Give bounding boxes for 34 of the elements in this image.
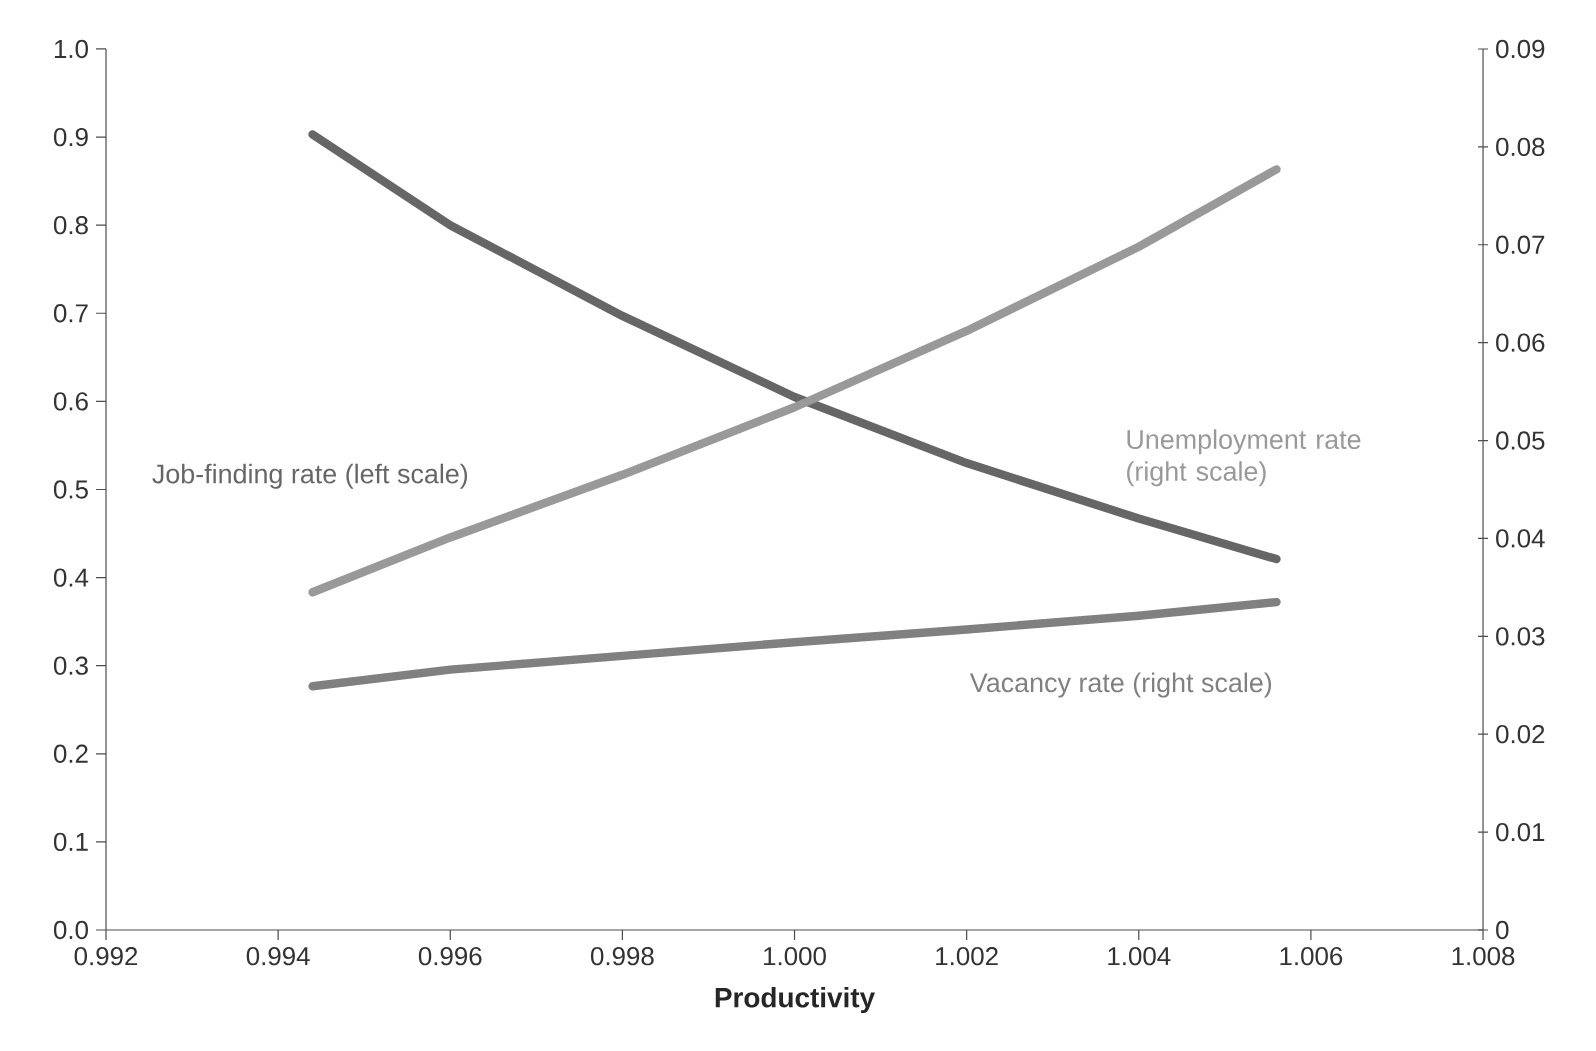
x-tick-label: 1.002 (936, 947, 998, 966)
x-tick-label: 0.996 (418, 947, 482, 966)
y-tick-label: 0.3 (53, 656, 88, 675)
x-axis-title: Productivity (715, 987, 875, 1014)
x-tick-label: 0.998 (590, 947, 654, 966)
y2-tick-label: 0.07 (1496, 235, 1545, 254)
x-tick-label: 0.994 (246, 947, 310, 966)
y-tick-label: 0.5 (53, 480, 88, 499)
x-tick-label: 1.006 (1280, 947, 1343, 966)
y2-tick-label: 0.01 (1496, 822, 1545, 842)
y2-tick-label: 0.05 (1496, 431, 1545, 450)
y2-tick-label: 0.09 (1496, 39, 1545, 59)
x-tick-label: 0.992 (74, 947, 138, 966)
y2-tick-label: 0.06 (1496, 333, 1545, 352)
y2-tick-label: 0.04 (1496, 529, 1545, 548)
series-label: Vacancy rate (right scale) (969, 672, 1272, 698)
x-tick-label: 1.000 (764, 947, 826, 966)
y2-tick-label: 0.08 (1496, 137, 1545, 157)
y2-tick-label: 0 (1496, 920, 1509, 940)
y2-tick-label: 0.03 (1496, 627, 1545, 646)
y-tick-label: 0.6 (53, 392, 88, 411)
y-tick-label: 0.2 (53, 744, 88, 763)
y-tick-label: 0.9 (53, 127, 88, 147)
text: Unemployment rate (right scale) (1127, 429, 1361, 487)
x-tick-label: 1.004 (1108, 947, 1171, 966)
text: Job-finding rate (left scale) (152, 463, 468, 489)
x-tick-label: 1.008 (1452, 947, 1515, 966)
y-tick-label: 0.4 (53, 568, 89, 587)
y-tick-label: 0.0 (53, 920, 88, 940)
y-tick-label: 0.8 (53, 216, 88, 235)
y-tick-label: 0.7 (53, 304, 88, 323)
y-tick-label: 1.0 (54, 39, 88, 59)
y2-tick-label: 0.02 (1496, 725, 1545, 744)
y-tick-label: 0.1 (53, 832, 88, 852)
